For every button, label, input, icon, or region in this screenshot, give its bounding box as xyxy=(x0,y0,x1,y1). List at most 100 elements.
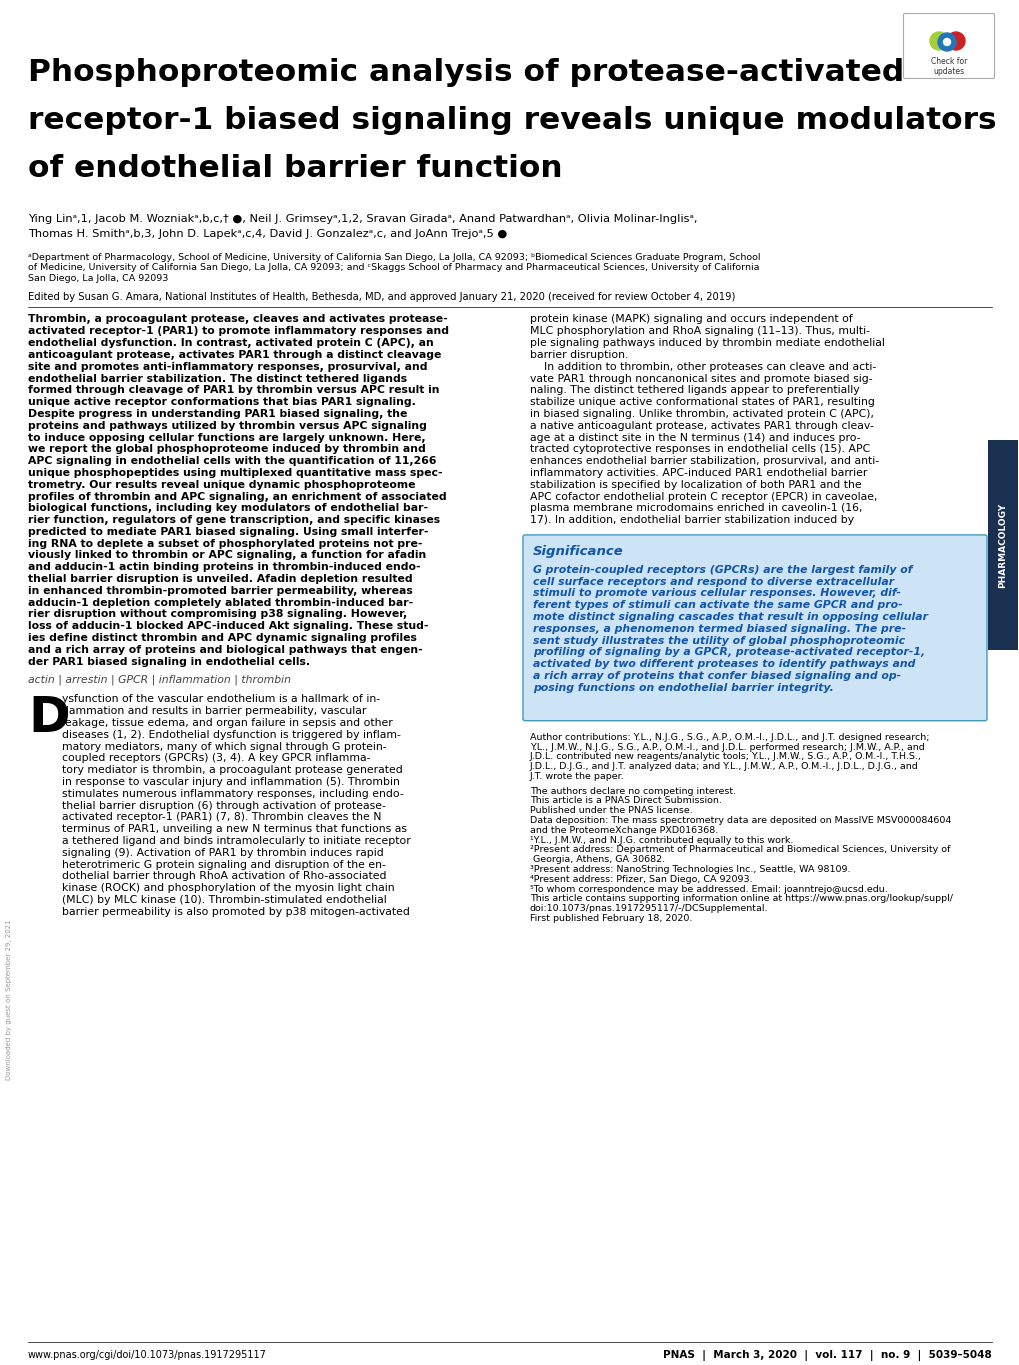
Text: anticoagulant protease, activates PAR1 through a distinct cleavage: anticoagulant protease, activates PAR1 t… xyxy=(28,349,441,360)
Text: San Diego, La Jolla, CA 92093: San Diego, La Jolla, CA 92093 xyxy=(28,274,168,283)
Text: leakage, tissue edema, and organ failure in sepsis and other: leakage, tissue edema, and organ failure… xyxy=(62,718,392,728)
Text: stabilization is specified by localization of both PAR1 and the: stabilization is specified by localizati… xyxy=(530,479,861,490)
Text: Phosphoproteomic analysis of protease-activated: Phosphoproteomic analysis of protease-ac… xyxy=(28,57,904,87)
Text: we report the global phosphoproteome induced by thrombin and: we report the global phosphoproteome ind… xyxy=(28,444,425,455)
Text: coupled receptors (GPCRs) (3, 4). A key GPCR inflamma-: coupled receptors (GPCRs) (3, 4). A key … xyxy=(62,753,370,763)
Text: heterotrimeric G protein signaling and disruption of the en-: heterotrimeric G protein signaling and d… xyxy=(62,860,385,870)
Text: thelial barrier disruption is unveiled. Afadin depletion resulted: thelial barrier disruption is unveiled. … xyxy=(28,575,413,584)
Text: kinase (ROCK) and phosphorylation of the myosin light chain: kinase (ROCK) and phosphorylation of the… xyxy=(62,883,394,893)
Text: flammation and results in barrier permeability, vascular: flammation and results in barrier permea… xyxy=(62,706,366,717)
Text: 17). In addition, endothelial barrier stabilization induced by: 17). In addition, endothelial barrier st… xyxy=(530,515,853,526)
Text: Thrombin, a procoagulant protease, cleaves and activates protease-: Thrombin, a procoagulant protease, cleav… xyxy=(28,314,447,325)
Text: rier function, regulators of gene transcription, and specific kinases: rier function, regulators of gene transc… xyxy=(28,515,439,526)
Text: ies define distinct thrombin and APC dynamic signaling profiles: ies define distinct thrombin and APC dyn… xyxy=(28,633,417,643)
Text: formed through cleavage of PAR1 by thrombin versus APC result in: formed through cleavage of PAR1 by throm… xyxy=(28,385,439,396)
Text: viously linked to thrombin or APC signaling, a function for afadin: viously linked to thrombin or APC signal… xyxy=(28,550,426,561)
Text: Check for
updates: Check for updates xyxy=(930,57,966,76)
Circle shape xyxy=(943,38,950,45)
Text: posing functions on endothelial barrier integrity.: posing functions on endothelial barrier … xyxy=(533,682,833,693)
Bar xyxy=(987,440,1017,650)
Text: ᵃDepartment of Pharmacology, School of Medicine, University of California San Di: ᵃDepartment of Pharmacology, School of M… xyxy=(28,253,760,262)
Text: J.D.L. contributed new reagents/analytic tools; Y.L., J.M.W., S.G., A.P., O.M.-I: J.D.L. contributed new reagents/analytic… xyxy=(530,752,921,762)
Text: loss of adducin-1 blocked APC-induced Akt signaling. These stud-: loss of adducin-1 blocked APC-induced Ak… xyxy=(28,621,428,631)
Text: actin | arrestin | GPCR | inflammation | thrombin: actin | arrestin | GPCR | inflammation |… xyxy=(28,674,290,685)
Text: der PAR1 biased signaling in endothelial cells.: der PAR1 biased signaling in endothelial… xyxy=(28,657,310,666)
Text: a tethered ligand and binds intramolecularly to initiate receptor: a tethered ligand and binds intramolecul… xyxy=(62,837,411,846)
Text: sent study illustrates the utility of global phosphoproteomic: sent study illustrates the utility of gl… xyxy=(533,636,904,646)
Text: thelial barrier disruption (6) through activation of protease-: thelial barrier disruption (6) through a… xyxy=(62,801,385,811)
Text: predicted to mediate PAR1 biased signaling. Using small interfer-: predicted to mediate PAR1 biased signali… xyxy=(28,527,428,536)
Text: and adducin-1 actin binding proteins in thrombin-induced endo-: and adducin-1 actin binding proteins in … xyxy=(28,562,420,572)
Text: Ying Linᵃ,1, Jacob M. Wozniakᵃ,b,c,† ●, Neil J. Grimseyᵃ,1,2, Sravan Giradaᵃ, An: Ying Linᵃ,1, Jacob M. Wozniakᵃ,b,c,† ●, … xyxy=(28,214,697,224)
Text: PHARMACOLOGY: PHARMACOLOGY xyxy=(998,502,1007,587)
Text: ¹Y.L., J.M.W., and N.J.G. contributed equally to this work.: ¹Y.L., J.M.W., and N.J.G. contributed eq… xyxy=(530,835,793,845)
Text: This article contains supporting information online at https://www.pnas.org/look: This article contains supporting informa… xyxy=(530,894,952,904)
Text: age at a distinct site in the N terminus (14) and induces pro-: age at a distinct site in the N terminus… xyxy=(530,433,860,442)
Text: D: D xyxy=(28,695,69,743)
Text: proteins and pathways utilized by thrombin versus APC signaling: proteins and pathways utilized by thromb… xyxy=(28,420,427,431)
Text: endothelial barrier stabilization. The distinct tethered ligands: endothelial barrier stabilization. The d… xyxy=(28,374,407,384)
Text: plasma membrane microdomains enriched in caveolin-1 (16,: plasma membrane microdomains enriched in… xyxy=(530,504,862,513)
Text: of Medicine, University of California San Diego, La Jolla, CA 92093; and ᶜSkaggs: of Medicine, University of California Sa… xyxy=(28,263,759,273)
Circle shape xyxy=(937,33,955,51)
Text: ferent types of stimuli can activate the same GPCR and pro-: ferent types of stimuli can activate the… xyxy=(533,601,902,610)
Text: unique active receptor conformations that bias PAR1 signaling.: unique active receptor conformations tha… xyxy=(28,397,416,407)
Text: endothelial dysfunction. In contrast, activated protein C (APC), an: endothelial dysfunction. In contrast, ac… xyxy=(28,339,433,348)
Text: ⁴Present address: Pfizer, San Diego, CA 92093.: ⁴Present address: Pfizer, San Diego, CA … xyxy=(530,875,752,885)
Text: tracted cytoprotective responses in endothelial cells (15). APC: tracted cytoprotective responses in endo… xyxy=(530,444,869,455)
Text: activated receptor-1 (PAR1) (7, 8). Thrombin cleaves the N: activated receptor-1 (PAR1) (7, 8). Thro… xyxy=(62,812,381,823)
Text: (MLC) by MLC kinase (10). Thrombin-stimulated endothelial: (MLC) by MLC kinase (10). Thrombin-stimu… xyxy=(62,895,386,905)
Text: In addition to thrombin, other proteases can cleave and acti-: In addition to thrombin, other proteases… xyxy=(530,362,875,371)
Text: naling. The distinct tethered ligands appear to preferentially: naling. The distinct tethered ligands ap… xyxy=(530,385,859,396)
Text: rier disruption without compromising p38 signaling. However,: rier disruption without compromising p38… xyxy=(28,610,407,620)
Text: activated by two different proteases to identify pathways and: activated by two different proteases to … xyxy=(533,659,914,669)
Text: ²Present address: Department of Pharmaceutical and Biomedical Sciences, Universi: ²Present address: Department of Pharmace… xyxy=(530,845,950,854)
Text: barrier permeability is also promoted by p38 mitogen-activated: barrier permeability is also promoted by… xyxy=(62,906,410,917)
FancyBboxPatch shape xyxy=(903,14,994,79)
Text: site and promotes anti-inflammatory responses, prosurvival, and: site and promotes anti-inflammatory resp… xyxy=(28,362,427,371)
Text: protein kinase (MAPK) signaling and occurs independent of: protein kinase (MAPK) signaling and occu… xyxy=(530,314,852,325)
Text: matory mediators, many of which signal through G protein-: matory mediators, many of which signal t… xyxy=(62,741,386,752)
Text: Edited by Susan G. Amara, National Institutes of Health, Bethesda, MD, and appro: Edited by Susan G. Amara, National Insti… xyxy=(28,292,735,303)
FancyBboxPatch shape xyxy=(523,535,986,721)
Text: stimuli to promote various cellular responses. However, dif-: stimuli to promote various cellular resp… xyxy=(533,588,900,598)
Text: inflammatory activities. APC-induced PAR1 endothelial barrier: inflammatory activities. APC-induced PAR… xyxy=(530,468,866,478)
Text: in biased signaling. Unlike thrombin, activated protein C (APC),: in biased signaling. Unlike thrombin, ac… xyxy=(530,410,873,419)
Text: Significance: Significance xyxy=(533,545,624,558)
Text: and the ProteomeXchange PXD016368.: and the ProteomeXchange PXD016368. xyxy=(530,826,717,835)
Text: Published under the PNAS license.: Published under the PNAS license. xyxy=(530,807,692,815)
Text: APC cofactor endothelial protein C receptor (EPCR) in caveolae,: APC cofactor endothelial protein C recep… xyxy=(530,491,876,501)
Text: barrier disruption.: barrier disruption. xyxy=(530,349,628,360)
Text: Data deposition: The mass spectrometry data are deposited on MassIVE MSV00008460: Data deposition: The mass spectrometry d… xyxy=(530,816,951,824)
Text: Despite progress in understanding PAR1 biased signaling, the: Despite progress in understanding PAR1 b… xyxy=(28,410,407,419)
Text: This article is a PNAS Direct Submission.: This article is a PNAS Direct Submission… xyxy=(530,797,721,805)
Text: profiles of thrombin and APC signaling, an enrichment of associated: profiles of thrombin and APC signaling, … xyxy=(28,491,446,501)
Text: adducin-1 depletion completely ablated thrombin-induced bar-: adducin-1 depletion completely ablated t… xyxy=(28,598,413,607)
Text: receptor-1 biased signaling reveals unique modulators: receptor-1 biased signaling reveals uniq… xyxy=(28,106,996,135)
Text: to induce opposing cellular functions are largely unknown. Here,: to induce opposing cellular functions ar… xyxy=(28,433,425,442)
Text: The authors declare no competing interest.: The authors declare no competing interes… xyxy=(530,786,736,796)
Text: Y.L., J.M.W., N.J.G., S.G., A.P., O.M.-I., and J.D.L. performed research; J.M.W.: Y.L., J.M.W., N.J.G., S.G., A.P., O.M.-I… xyxy=(530,743,924,752)
Text: activated receptor-1 (PAR1) to promote inflammatory responses and: activated receptor-1 (PAR1) to promote i… xyxy=(28,326,448,336)
Text: tory mediator is thrombin, a procoagulant protease generated: tory mediator is thrombin, a procoagulan… xyxy=(62,766,403,775)
Circle shape xyxy=(946,31,964,51)
Text: trometry. Our results reveal unique dynamic phosphoproteome: trometry. Our results reveal unique dyna… xyxy=(28,479,415,490)
Text: in enhanced thrombin-promoted barrier permeability, whereas: in enhanced thrombin-promoted barrier pe… xyxy=(28,586,413,597)
Text: of endothelial barrier function: of endothelial barrier function xyxy=(28,154,562,183)
Text: and a rich array of proteins and biological pathways that engen-: and a rich array of proteins and biologi… xyxy=(28,644,422,655)
Text: a rich array of proteins that confer biased signaling and op-: a rich array of proteins that confer bia… xyxy=(533,672,900,681)
Text: PNAS  |  March 3, 2020  |  vol. 117  |  no. 9  |  5039–5048: PNAS | March 3, 2020 | vol. 117 | no. 9 … xyxy=(662,1350,991,1361)
Text: signaling (9). Activation of PAR1 by thrombin induces rapid: signaling (9). Activation of PAR1 by thr… xyxy=(62,848,383,857)
Text: a native anticoagulant protease, activates PAR1 through cleav-: a native anticoagulant protease, activat… xyxy=(530,420,873,431)
Text: Thomas H. Smithᵃ,b,3, John D. Lapekᵃ,c,4, David J. Gonzalezᵃ,c, and JoAnn Trejoᵃ: Thomas H. Smithᵃ,b,3, John D. Lapekᵃ,c,4… xyxy=(28,229,506,239)
Text: terminus of PAR1, unveiling a new N terminus that functions as: terminus of PAR1, unveiling a new N term… xyxy=(62,824,407,834)
Text: cell surface receptors and respond to diverse extracellular: cell surface receptors and respond to di… xyxy=(533,576,894,587)
Text: ysfunction of the vascular endothelium is a hallmark of in-: ysfunction of the vascular endothelium i… xyxy=(62,695,380,704)
Text: APC signaling in endothelial cells with the quantification of 11,266: APC signaling in endothelial cells with … xyxy=(28,456,436,465)
Text: First published February 18, 2020.: First published February 18, 2020. xyxy=(530,915,692,923)
Text: biological functions, including key modulators of endothelial bar-: biological functions, including key modu… xyxy=(28,504,428,513)
Text: ing RNA to deplete a subset of phosphorylated proteins not pre-: ing RNA to deplete a subset of phosphory… xyxy=(28,539,422,549)
Text: vate PAR1 through noncanonical sites and promote biased sig-: vate PAR1 through noncanonical sites and… xyxy=(530,374,872,384)
Text: G protein-coupled receptors (GPCRs) are the largest family of: G protein-coupled receptors (GPCRs) are … xyxy=(533,565,912,575)
Text: unique phosphopeptides using multiplexed quantitative mass spec-: unique phosphopeptides using multiplexed… xyxy=(28,468,442,478)
